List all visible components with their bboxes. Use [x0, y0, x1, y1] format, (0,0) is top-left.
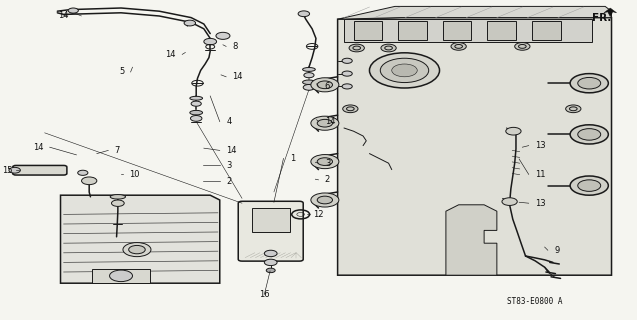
Ellipse shape: [303, 80, 315, 84]
Text: 9: 9: [554, 246, 559, 255]
Circle shape: [570, 176, 608, 195]
Text: 14: 14: [226, 146, 236, 155]
Circle shape: [317, 158, 333, 165]
Text: 12: 12: [313, 210, 324, 219]
Bar: [252, 208, 290, 232]
Ellipse shape: [110, 195, 125, 199]
Circle shape: [129, 245, 145, 254]
Bar: [92, 269, 150, 283]
Text: 3: 3: [226, 161, 231, 170]
Text: 2: 2: [325, 175, 330, 184]
Circle shape: [311, 193, 339, 207]
Text: 3: 3: [325, 159, 330, 168]
Text: 14: 14: [59, 12, 69, 20]
Circle shape: [578, 77, 601, 89]
Circle shape: [578, 180, 601, 191]
Text: 6: 6: [325, 82, 330, 91]
Text: 14: 14: [33, 143, 43, 152]
Circle shape: [303, 84, 315, 90]
Circle shape: [317, 81, 333, 89]
Ellipse shape: [190, 96, 203, 100]
Circle shape: [311, 155, 339, 169]
FancyBboxPatch shape: [344, 19, 592, 42]
Circle shape: [380, 58, 429, 83]
Circle shape: [184, 20, 196, 26]
FancyBboxPatch shape: [238, 201, 303, 261]
Circle shape: [342, 84, 352, 89]
Circle shape: [311, 116, 339, 130]
Circle shape: [392, 64, 417, 77]
Circle shape: [123, 243, 151, 257]
Circle shape: [191, 101, 201, 106]
Circle shape: [451, 43, 466, 50]
Text: 14: 14: [233, 72, 243, 81]
Circle shape: [78, 170, 88, 175]
Bar: [398, 21, 427, 40]
Bar: [443, 21, 471, 40]
Text: 14: 14: [166, 50, 176, 59]
Text: 1: 1: [290, 154, 295, 163]
Circle shape: [190, 116, 202, 121]
Text: 15: 15: [3, 166, 13, 175]
Polygon shape: [338, 6, 612, 19]
Text: 14: 14: [325, 117, 335, 126]
Text: ST83-E0800 A: ST83-E0800 A: [507, 297, 563, 306]
Circle shape: [264, 259, 277, 266]
Circle shape: [578, 129, 601, 140]
Circle shape: [111, 200, 124, 206]
Text: 16: 16: [259, 290, 269, 299]
Text: 13: 13: [535, 199, 546, 208]
Circle shape: [204, 38, 217, 45]
Circle shape: [343, 105, 358, 113]
Bar: [354, 21, 382, 40]
Text: 2: 2: [226, 177, 231, 186]
Polygon shape: [604, 8, 617, 17]
Bar: [532, 21, 561, 40]
Circle shape: [9, 167, 20, 173]
Circle shape: [506, 127, 521, 135]
Circle shape: [317, 196, 333, 204]
Circle shape: [264, 250, 277, 257]
Circle shape: [311, 78, 339, 92]
Circle shape: [502, 198, 517, 205]
Circle shape: [216, 32, 230, 39]
Circle shape: [304, 73, 314, 78]
Bar: [487, 21, 516, 40]
Polygon shape: [446, 205, 497, 275]
Circle shape: [317, 119, 333, 127]
Circle shape: [566, 105, 581, 113]
Text: 5: 5: [119, 68, 124, 76]
Circle shape: [342, 71, 352, 76]
Polygon shape: [61, 195, 220, 283]
Text: 10: 10: [129, 170, 140, 179]
Circle shape: [110, 270, 132, 282]
FancyBboxPatch shape: [13, 165, 67, 175]
Circle shape: [68, 8, 78, 13]
Circle shape: [570, 74, 608, 93]
Ellipse shape: [190, 110, 203, 115]
Circle shape: [515, 43, 530, 50]
Circle shape: [342, 58, 352, 63]
Circle shape: [381, 44, 396, 52]
Text: 13: 13: [535, 141, 546, 150]
Text: FR.: FR.: [592, 12, 612, 23]
Circle shape: [266, 268, 275, 273]
Text: 4: 4: [226, 117, 231, 126]
Text: 11: 11: [535, 170, 545, 179]
Circle shape: [349, 44, 364, 52]
Circle shape: [570, 125, 608, 144]
Circle shape: [82, 177, 97, 185]
Text: 8: 8: [233, 42, 238, 51]
Ellipse shape: [303, 68, 315, 71]
Text: 7: 7: [115, 146, 120, 155]
Circle shape: [298, 11, 310, 17]
Polygon shape: [338, 18, 612, 275]
Circle shape: [369, 53, 440, 88]
